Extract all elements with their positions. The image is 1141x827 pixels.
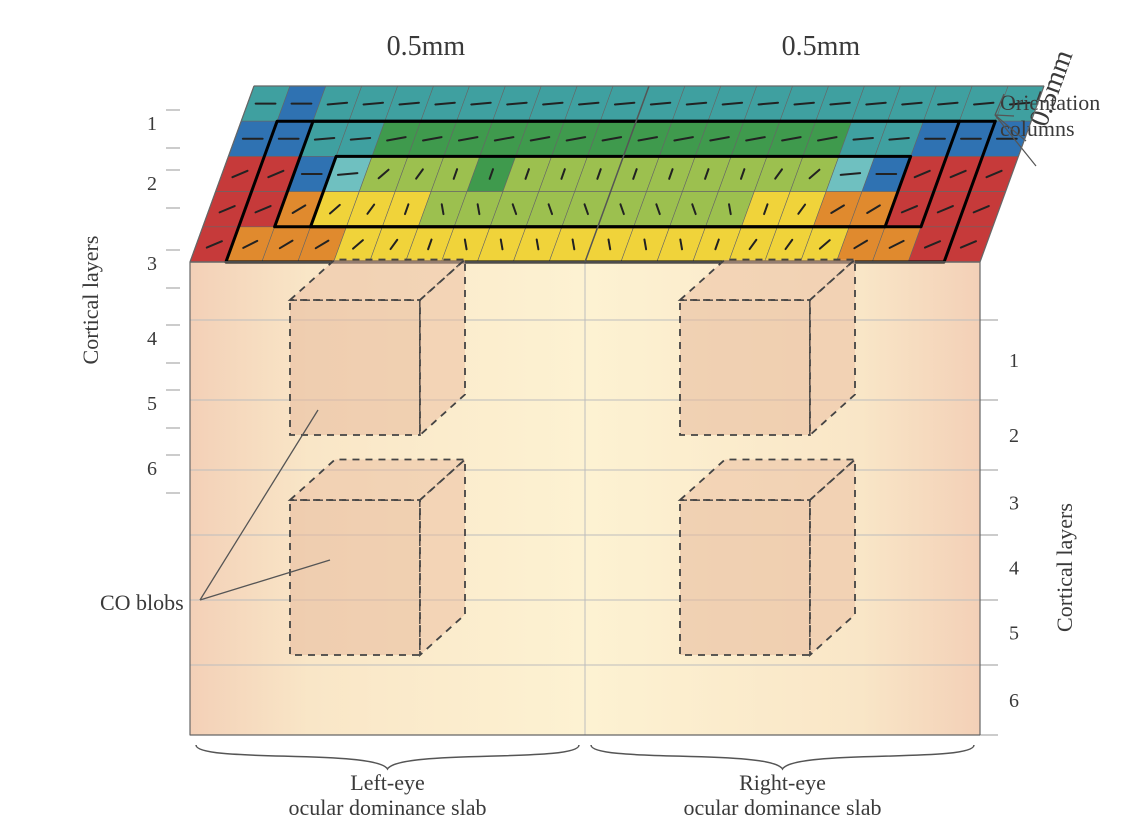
co-blob	[680, 460, 855, 656]
layer-number-right: 4	[1009, 558, 1019, 580]
layer-number-left: 3	[147, 253, 157, 275]
orientation-columns-label: Orientation	[1000, 90, 1100, 115]
brace	[196, 745, 579, 769]
cortical-layers-label-right: Cortical layers	[1052, 503, 1077, 632]
co-blobs-label: CO blobs	[100, 590, 184, 615]
brace	[591, 745, 974, 769]
layer-number-right: 1	[1009, 350, 1019, 372]
cortical-layers-label-left: Cortical layers	[78, 236, 103, 365]
dim-label-top-left: 0.5mm	[387, 31, 466, 62]
dim-label-top-right: 0.5mm	[782, 31, 861, 62]
cortical-hypercolumn-diagram: 1 2 3 4 5 6 Cortical layers 1 2 3 4 5 6 Cortical laye…	[0, 0, 1141, 827]
right-slab-label: Right-eye	[739, 770, 826, 795]
co-blob	[290, 460, 465, 656]
layer-number-left: 6	[147, 458, 157, 480]
co-blob	[290, 260, 465, 436]
co-blob	[680, 260, 855, 436]
layer-number-right: 3	[1009, 493, 1019, 515]
layer-number-left: 4	[147, 328, 157, 350]
layer-number-right: 2	[1009, 425, 1019, 447]
layer-number-left: 2	[147, 173, 157, 195]
left-slab-label: Left-eye	[350, 770, 425, 795]
left-slab-label: ocular dominance slab	[289, 795, 487, 820]
layer-number-right: 5	[1009, 623, 1019, 645]
layer-number-left: 1	[147, 113, 157, 135]
layer-number-right: 6	[1009, 690, 1019, 712]
right-slab-label: ocular dominance slab	[684, 795, 882, 820]
layer-number-left: 5	[147, 393, 157, 415]
